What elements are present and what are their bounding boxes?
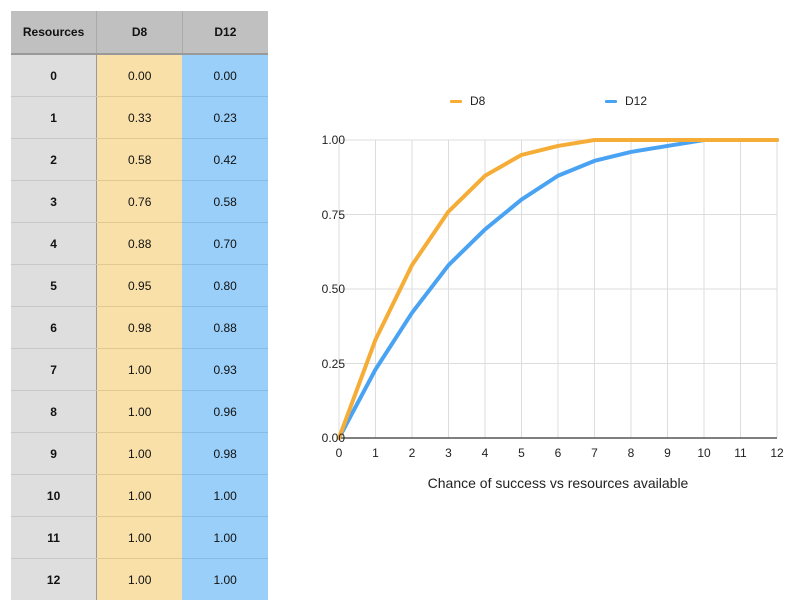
table-row: 1 0.33 0.23 bbox=[11, 96, 268, 139]
cell-d12: 1.00 bbox=[182, 474, 268, 517]
table-header-row: Resources D8 D12 bbox=[11, 11, 268, 55]
series-line-d8 bbox=[337, 138, 779, 440]
cell-d12: 0.88 bbox=[182, 306, 268, 349]
x-axis-label: Chance of success vs resources available bbox=[427, 475, 689, 491]
probability-table: Resources D8 D12 0 0.00 0.00 1 0.33 0.23 2 0.58… bbox=[11, 11, 268, 600]
x-tick-label: 9 bbox=[664, 446, 671, 460]
table-row: 4 0.88 0.70 bbox=[11, 222, 268, 265]
line-chart: D8 D12 0.00 0.25 0.50 0.75 1.00 0 1 2 3 4 5 6 7 8 9 10… bbox=[280, 80, 800, 510]
x-tick-label: 4 bbox=[481, 446, 489, 460]
table-row: 8 1.00 0.96 bbox=[11, 390, 268, 433]
cell-d12: 0.23 bbox=[182, 96, 268, 139]
x-tick-label: 0 bbox=[335, 446, 343, 460]
cell-d12: 1.00 bbox=[182, 516, 268, 559]
cell-d8: 0.98 bbox=[96, 306, 183, 349]
table-row: 6 0.98 0.88 bbox=[11, 306, 268, 349]
table-row: 5 0.95 0.80 bbox=[11, 264, 268, 307]
cell-resources: 11 bbox=[11, 516, 98, 559]
cell-resources: 9 bbox=[11, 432, 98, 475]
cell-d8: 0.95 bbox=[96, 264, 183, 307]
cell-d8: 1.00 bbox=[96, 474, 183, 517]
cell-resources: 6 bbox=[11, 306, 98, 349]
cell-d12: 0.93 bbox=[182, 348, 268, 391]
header-d8: D8 bbox=[96, 11, 183, 55]
cell-d12: 0.42 bbox=[182, 138, 268, 181]
cell-resources: 10 bbox=[11, 474, 98, 517]
cell-resources: 1 bbox=[11, 96, 98, 139]
cell-d12: 0.80 bbox=[182, 264, 268, 307]
y-tick-label: 1.00 bbox=[321, 133, 345, 147]
cell-d8: 1.00 bbox=[96, 558, 183, 600]
cell-d8: 0.88 bbox=[96, 222, 183, 265]
table-row: 2 0.58 0.42 bbox=[11, 138, 268, 181]
legend-item-d12: D12 bbox=[605, 94, 647, 108]
table-row: 11 1.00 1.00 bbox=[11, 516, 268, 559]
cell-d12: 0.96 bbox=[182, 390, 268, 433]
cell-d8: 0.33 bbox=[96, 96, 183, 139]
x-tick-label: 7 bbox=[591, 446, 598, 460]
y-tick-label: 0.75 bbox=[321, 207, 345, 222]
x-tick-label: 5 bbox=[518, 446, 525, 460]
cell-d8: 1.00 bbox=[96, 516, 183, 559]
y-tick-label: 0.00 bbox=[321, 431, 345, 445]
legend-label-d8: D8 bbox=[470, 94, 486, 108]
cell-d12: 0.00 bbox=[182, 54, 268, 97]
cell-resources: 2 bbox=[11, 138, 98, 181]
table-row: 7 1.00 0.93 bbox=[11, 348, 268, 391]
cell-resources: 0 bbox=[11, 54, 98, 97]
table-row: 12 1.00 1.00 bbox=[11, 558, 268, 600]
header-d12: D12 bbox=[182, 11, 268, 55]
x-tick-label: 3 bbox=[445, 446, 452, 460]
x-tick-label: 8 bbox=[627, 446, 635, 460]
legend-swatch-d12-icon bbox=[605, 99, 617, 103]
y-tick-label: 0.50 bbox=[321, 282, 345, 296]
x-tick-label: 11 bbox=[734, 446, 747, 460]
cell-d8: 1.00 bbox=[96, 390, 183, 433]
x-tick-label: 2 bbox=[408, 446, 416, 460]
cell-d8: 0.76 bbox=[96, 180, 183, 223]
cell-d12: 1.00 bbox=[182, 558, 268, 600]
cell-d8: 1.00 bbox=[96, 348, 183, 391]
cell-resources: 4 bbox=[11, 222, 98, 265]
table-row: 0 0.00 0.00 bbox=[11, 54, 268, 97]
cell-d8: 0.58 bbox=[96, 138, 183, 181]
table-row: 9 1.00 0.98 bbox=[11, 432, 268, 475]
cell-d8: 1.00 bbox=[96, 432, 183, 475]
cell-d12: 0.58 bbox=[182, 180, 268, 223]
cell-resources: 3 bbox=[11, 180, 98, 223]
table-row: 10 1.00 1.00 bbox=[11, 474, 268, 517]
cell-resources: 5 bbox=[11, 264, 98, 307]
header-resources: Resources bbox=[11, 11, 98, 55]
cell-resources: 12 bbox=[11, 558, 98, 600]
plot-area bbox=[337, 138, 779, 440]
x-tick-label: 12 bbox=[770, 446, 784, 460]
x-tick-label: 1 bbox=[372, 446, 379, 460]
cell-resources: 8 bbox=[11, 390, 98, 433]
cell-d8: 0.00 bbox=[96, 54, 183, 97]
cell-d12: 0.70 bbox=[182, 222, 268, 265]
cell-d12: 0.98 bbox=[182, 432, 268, 475]
y-tick-label: 0.25 bbox=[321, 356, 345, 371]
cell-resources: 7 bbox=[11, 348, 98, 391]
legend-item-d8: D8 bbox=[450, 94, 485, 108]
legend-swatch-d8-icon bbox=[450, 99, 462, 103]
x-tick-label: 10 bbox=[697, 446, 711, 460]
table-row: 3 0.76 0.58 bbox=[11, 180, 268, 223]
x-tick-label: 6 bbox=[554, 446, 562, 460]
legend-label-d12: D12 bbox=[625, 94, 648, 108]
